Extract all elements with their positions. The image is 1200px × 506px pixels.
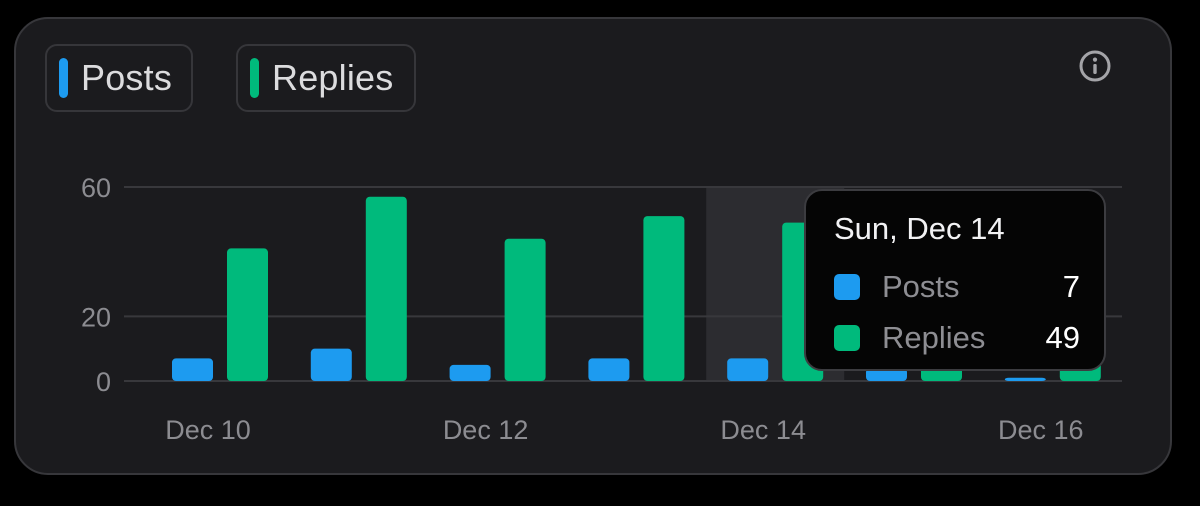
bar-replies-dec-11[interactable] — [365, 196, 407, 381]
tooltip-row-posts: Posts 7 — [834, 269, 1080, 305]
bar-replies-dec-10[interactable] — [227, 248, 268, 381]
chart-tooltip: Sun, Dec 14 Posts 7 Replies 49 — [804, 189, 1106, 371]
tooltip-posts-label: Posts — [882, 269, 960, 304]
tooltip-replies-label: Replies — [882, 320, 986, 355]
info-icon[interactable] — [1078, 49, 1112, 83]
bar-posts-dec-15[interactable] — [866, 368, 907, 381]
bar-posts-dec-13[interactable] — [588, 358, 630, 381]
x-tick-label-dec-10: Dec 10 — [165, 415, 251, 445]
bar-replies-dec-12[interactable] — [504, 238, 546, 381]
tooltip-posts-swatch — [834, 274, 860, 300]
tooltip-row-replies: Replies 49 — [834, 320, 1080, 356]
x-tick-label-dec-14: Dec 14 — [720, 415, 806, 445]
legend-toggle-replies[interactable]: Replies — [236, 44, 416, 112]
bar-posts-dec-16[interactable] — [1004, 377, 1046, 381]
legend-posts-label: Posts — [81, 57, 173, 98]
y-tick-label-60: 60 — [81, 173, 111, 203]
bar-replies-dec-13[interactable] — [643, 216, 685, 381]
bar-posts-dec-10[interactable] — [172, 358, 213, 381]
bar-posts-dec-12[interactable] — [449, 364, 491, 381]
tooltip-replies-value: 49 — [1045, 320, 1080, 355]
replies-swatch — [250, 58, 259, 98]
x-tick-label-dec-16: Dec 16 — [998, 415, 1084, 445]
posts-swatch — [59, 58, 68, 98]
tooltip-posts-value: 7 — [1062, 269, 1080, 304]
y-tick-label-20: 20 — [81, 302, 111, 332]
tooltip-title: Sun, Dec 14 — [834, 211, 1005, 246]
legend-toggle-posts[interactable]: Posts — [45, 44, 193, 112]
y-tick-label-0: 0 — [96, 367, 111, 397]
x-tick-label-dec-12: Dec 12 — [443, 415, 529, 445]
tooltip-replies-swatch — [834, 325, 860, 351]
legend-replies-label: Replies — [272, 57, 394, 98]
bar-posts-dec-11[interactable] — [310, 348, 352, 381]
bar-posts-dec-14[interactable] — [727, 358, 769, 381]
